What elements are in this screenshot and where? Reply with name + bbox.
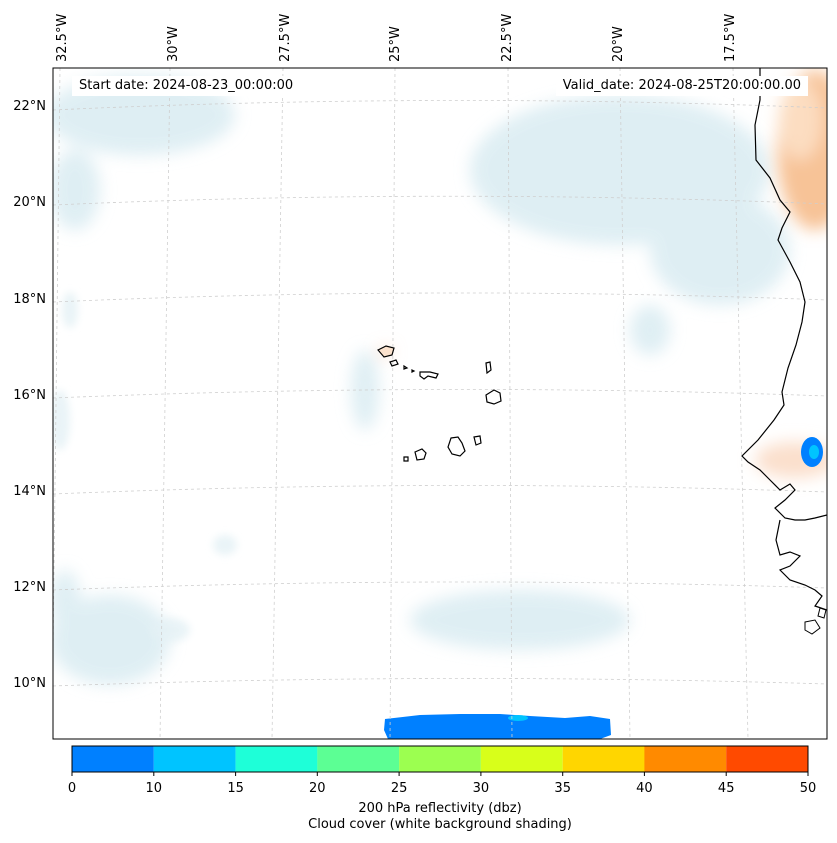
- lon-label: 30°W: [166, 26, 181, 62]
- map-content: [53, 68, 827, 739]
- lat-label: 22°N: [13, 99, 46, 114]
- valid-date-label: Valid_date: 2024-08-25T20:00:00.00: [555, 76, 808, 96]
- bissagos-islands: [804, 607, 827, 635]
- colorbar-tick: 15: [227, 781, 244, 796]
- colorbar-tick: 30: [473, 781, 490, 796]
- colorbar-segment: [726, 746, 808, 772]
- colorbar-segment: [153, 746, 236, 772]
- colorbar-tick: 20: [309, 781, 326, 796]
- latitude-labels: 22°N 20°N 18°N 16°N 14°N 12°N 10°N: [13, 99, 46, 691]
- cape-verde-islands: [377, 345, 502, 462]
- lat-label: 14°N: [13, 484, 46, 499]
- lon-label: 32.5°W: [55, 14, 70, 62]
- lon-label: 25°W: [388, 26, 403, 62]
- lat-label: 18°N: [13, 292, 46, 307]
- colorbar-label-line1: 200 hPa reflectivity (dbz): [358, 801, 522, 816]
- africa-coastline: [741, 68, 827, 521]
- lat-label: 10°N: [13, 676, 46, 691]
- lon-label: 20°W: [611, 26, 626, 62]
- colorbar-segment: [562, 746, 645, 772]
- graticule: [53, 68, 827, 739]
- start-date-label: Start date: 2024-08-23_00:00:00: [72, 76, 301, 96]
- cloud-cover-shading: [53, 75, 790, 685]
- lat-label: 12°N: [13, 580, 46, 595]
- map-frame: [52, 67, 828, 740]
- colorbar-tick: 25: [391, 781, 408, 796]
- gambia-coast: [775, 519, 827, 611]
- longitude-labels: 32.5°W 30°W 27.5°W 25°W 22.5°W 20°W 17.5…: [55, 14, 738, 62]
- colorbar-label-line2: Cloud cover (white background shading): [308, 817, 572, 832]
- colorbar-segment: [480, 746, 563, 772]
- lat-label: 16°N: [13, 388, 46, 403]
- colorbar-tick: 45: [718, 781, 735, 796]
- lon-label: 17.5°W: [723, 14, 738, 62]
- colorbar-segment: [399, 746, 481, 772]
- colorbar-tick: 10: [146, 781, 163, 796]
- lat-label: 20°N: [13, 195, 46, 210]
- cloud-cover-light: [53, 292, 237, 642]
- colorbar-tick: 0: [68, 781, 76, 796]
- colorbar-tick: 35: [554, 781, 571, 796]
- colorbar-tick: 50: [800, 781, 817, 796]
- colorbar-tick: 40: [636, 781, 653, 796]
- reflectivity-patches: [384, 437, 823, 739]
- colorbar-segment: [644, 746, 727, 772]
- colorbar-segment: [235, 746, 318, 772]
- lon-label: 22.5°W: [500, 14, 515, 62]
- lon-label: 27.5°W: [278, 14, 293, 62]
- colorbar: 0 10 15 20 25 30 35 40 45 50: [68, 745, 817, 796]
- colorbar-segment: [317, 746, 400, 772]
- colorbar-title: 200 hPa reflectivity (dbz) Cloud cover (…: [72, 801, 808, 833]
- colorbar-segment: [72, 746, 154, 772]
